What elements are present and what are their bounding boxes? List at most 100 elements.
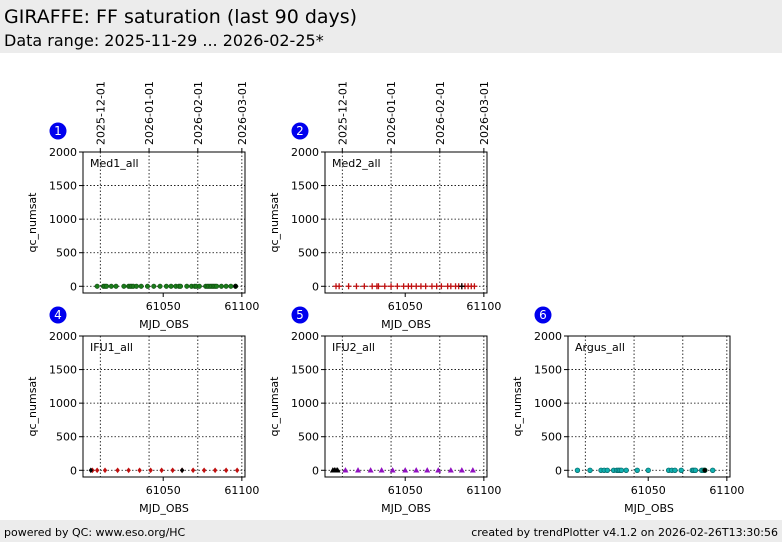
- y-tick-label: 1500: [291, 180, 319, 193]
- y-tick-label: 2000: [49, 146, 77, 159]
- panel-label: Med1_all: [90, 157, 139, 170]
- data-point: [170, 467, 175, 474]
- data-point: [709, 467, 716, 473]
- panel-number-badge: [534, 306, 552, 324]
- data-point: [678, 467, 684, 473]
- y-tick-label: 500: [298, 247, 319, 260]
- panel-number: 5: [296, 308, 304, 322]
- panel-number: 6: [539, 308, 547, 322]
- y-axis-label: qc_numsat: [26, 376, 39, 437]
- y-axis-label: qc_numsat: [268, 376, 281, 437]
- data-point: [108, 283, 114, 289]
- x-tick-label: 61100: [224, 484, 259, 497]
- data-point: [137, 467, 142, 474]
- data-point: [102, 467, 108, 474]
- y-tick-label: 2000: [534, 330, 562, 343]
- panel-number: 4: [54, 308, 62, 322]
- panel-number: 1: [54, 124, 62, 138]
- date-tick-label: 2026-01-01: [385, 81, 398, 145]
- x-tick-label: 61100: [224, 300, 259, 313]
- y-tick-label: 0: [312, 280, 319, 293]
- data-point: [645, 467, 651, 473]
- data-point: [402, 467, 409, 473]
- date-tick-label: 2026-01-01: [143, 81, 156, 145]
- x-tick-label: 61050: [146, 484, 181, 497]
- x-axis-label: MJD_OBS: [624, 502, 674, 515]
- y-tick-label: 1500: [49, 364, 77, 377]
- data-point: [177, 283, 184, 289]
- data-point: [159, 467, 164, 474]
- date-tick-label: 2026-02-01: [434, 81, 447, 145]
- data-point: [353, 283, 360, 290]
- y-tick-label: 1000: [291, 213, 319, 226]
- data-point: [447, 467, 454, 473]
- data-point: [212, 467, 218, 474]
- data-point: [634, 467, 640, 473]
- data-point: [223, 283, 229, 289]
- x-tick-label: 61050: [388, 484, 423, 497]
- data-point: [138, 283, 144, 289]
- footer-bar: powered by QC: www.eso.org/HC created by…: [0, 520, 782, 542]
- data-point: [388, 283, 395, 290]
- y-tick-label: 2000: [291, 330, 319, 343]
- data-point: [378, 467, 385, 473]
- plot-frame: [324, 335, 488, 478]
- data-point: [355, 467, 362, 473]
- data-point: [218, 283, 224, 289]
- data-point: [334, 467, 341, 473]
- data-point: [88, 467, 94, 474]
- x-tick-label: 61100: [466, 300, 501, 313]
- data-point: [702, 467, 708, 473]
- data-point: [381, 283, 388, 290]
- chart-panel-5: 0 500 1000 1500 2000 61050 61100 MJD_OBS qc_nums…: [268, 306, 501, 515]
- header-bar: GIRAFFE: FF saturation (last 90 days) Da…: [0, 0, 782, 53]
- y-tick-label: 0: [70, 464, 77, 477]
- data-point: [201, 467, 207, 474]
- data-point: [113, 283, 119, 289]
- data-point: [618, 467, 625, 473]
- y-tick-label: 2000: [291, 146, 319, 159]
- data-point: [163, 283, 169, 289]
- y-axis-label: qc_numsat: [511, 376, 524, 437]
- y-tick-label: 0: [70, 280, 77, 293]
- plot-frame: [82, 151, 246, 294]
- x-tick-label: 61050: [146, 300, 181, 313]
- panel-number-badge: [49, 306, 67, 324]
- data-point: [623, 467, 629, 473]
- data-point: [471, 283, 478, 290]
- data-point: [168, 283, 174, 289]
- data-point: [367, 467, 374, 473]
- data-point: [469, 467, 476, 473]
- y-tick-label: 1000: [49, 397, 77, 410]
- data-point: [574, 467, 581, 473]
- footer-generator: created by trendPlotter v4.1.2 on 2026-0…: [471, 526, 778, 539]
- data-point: [223, 467, 229, 474]
- data-point: [151, 283, 157, 289]
- panel-number: 2: [296, 124, 304, 138]
- data-point: [394, 283, 401, 290]
- y-tick-label: 1000: [49, 213, 77, 226]
- data-point: [234, 467, 240, 474]
- data-point: [336, 283, 343, 290]
- y-tick-label: 500: [298, 431, 319, 444]
- data-point: [214, 283, 220, 289]
- data-point: [587, 467, 593, 473]
- data-point: [126, 467, 131, 474]
- panel-label: Argus_all: [575, 341, 625, 354]
- data-point: [692, 467, 699, 473]
- date-tick-label: 2026-02-01: [192, 81, 205, 145]
- panel-number-badge: [291, 122, 309, 140]
- y-tick-label: 500: [56, 247, 77, 260]
- data-point: [424, 467, 431, 473]
- panel-label: Med2_all: [332, 157, 381, 170]
- y-tick-label: 1500: [534, 364, 562, 377]
- x-axis-label: MJD_OBS: [381, 502, 431, 515]
- plot-frame: [82, 335, 246, 478]
- x-tick-label: 61100: [466, 484, 501, 497]
- data-point: [458, 283, 465, 290]
- x-tick-label: 61050: [388, 300, 423, 313]
- y-tick-label: 1500: [291, 364, 319, 377]
- data-point: [458, 467, 465, 473]
- y-tick-label: 1000: [534, 397, 562, 410]
- panel-label: IFU1_all: [90, 341, 133, 354]
